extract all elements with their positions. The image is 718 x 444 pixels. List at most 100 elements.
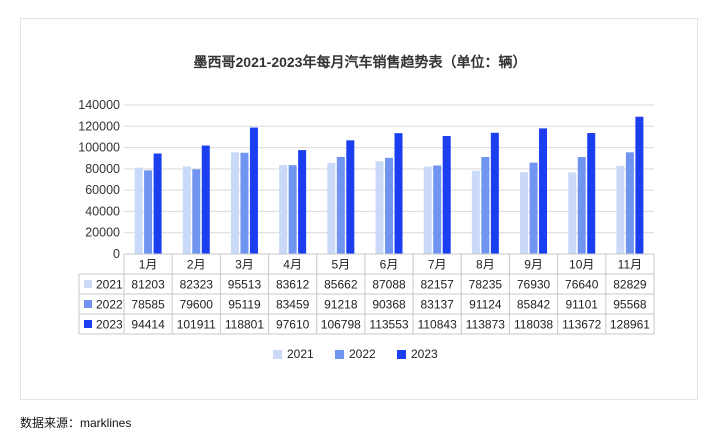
bar-2022-8: [481, 157, 490, 254]
y-tick-label: 0: [113, 247, 120, 261]
table-cell-value: 95119: [228, 298, 261, 312]
x-category-label: 4月: [283, 258, 302, 272]
bar-2021-7: [423, 166, 432, 254]
bar-2023-9: [539, 128, 548, 254]
bar-2021-10: [568, 172, 577, 254]
table-cell-value: 101911: [177, 318, 216, 332]
x-category-label: 1月: [139, 258, 158, 272]
x-category-label: 6月: [380, 258, 399, 272]
bar-2021-3: [230, 152, 239, 254]
y-tick-label: 140000: [78, 98, 120, 112]
table-cell-value: 106798: [321, 318, 361, 332]
bar-2022-2: [192, 169, 201, 254]
legend-swatch-2023: [397, 350, 406, 359]
table-cell-value: 113553: [369, 318, 408, 332]
bar-2022-3: [240, 152, 249, 254]
bar-2021-6: [375, 161, 384, 254]
table-cell-value: 91218: [324, 298, 358, 312]
bar-2023-8: [490, 132, 499, 254]
source-note: 数据来源：marklines: [20, 416, 132, 430]
legend-label: 2021: [287, 347, 314, 361]
bar-2022-9: [529, 162, 538, 254]
bar-2023-7: [442, 136, 451, 254]
bar-2022-11: [625, 152, 634, 254]
x-category-label: 5月: [331, 258, 350, 272]
y-tick-label: 80000: [85, 162, 120, 176]
table-cell-value: 90368: [372, 298, 406, 312]
bar-chart: 0 20000 40000 60000 80000 100000 120000 140000 1…: [78, 98, 655, 361]
bar-2022-5: [336, 156, 345, 254]
series-key-2022: [84, 300, 92, 308]
bar-2023-5: [346, 140, 355, 254]
bar-2021-9: [520, 172, 529, 254]
bar-2021-1: [134, 167, 143, 254]
table-cell-value: 82829: [613, 278, 647, 292]
table-cell-value: 97610: [276, 318, 310, 332]
table-cell-value: 83612: [276, 278, 310, 292]
y-tick-label: 40000: [85, 204, 120, 218]
y-tick-label: 120000: [78, 119, 120, 133]
series-key-2023: [84, 320, 92, 328]
table-cell-value: 85842: [517, 298, 551, 312]
bar-2021-2: [182, 166, 191, 254]
bar-2023-1: [153, 153, 162, 254]
bar-2023-6: [394, 133, 403, 254]
bar-2022-10: [577, 157, 586, 254]
x-category-label: 2月: [187, 258, 206, 272]
table-cell-value: 118038: [514, 318, 553, 332]
table-cell-value: 79600: [180, 298, 214, 312]
table-cell-value: 83459: [276, 298, 310, 312]
x-category-label: 3月: [235, 258, 254, 272]
series-row-label: 2021: [96, 278, 123, 292]
bar-2023-3: [249, 127, 258, 254]
legend-label: 2022: [349, 347, 376, 361]
series-key-2021: [84, 280, 92, 288]
bar-2021-4: [279, 165, 288, 254]
table-cell-value: 78235: [469, 278, 503, 292]
bar-2021-8: [471, 170, 480, 254]
legend-swatch-2022: [335, 350, 344, 359]
bar-2022-4: [288, 165, 297, 254]
table-cell-value: 128961: [610, 318, 650, 332]
table-cell-value: 91124: [469, 298, 502, 312]
y-tick-label: 60000: [85, 183, 120, 197]
bar-2022-6: [385, 157, 393, 254]
bar-2023-4: [298, 150, 307, 254]
legend-label: 2023: [411, 347, 438, 361]
table-cell-value: 95568: [613, 298, 647, 312]
table-cell-value: 113672: [562, 318, 601, 332]
table-cell-value: 81203: [131, 278, 165, 292]
y-tick-label: 100000: [78, 141, 120, 155]
table-cell-value: 118801: [225, 318, 264, 332]
x-category-label: 8月: [476, 258, 495, 272]
x-category-label: 11月: [618, 258, 642, 272]
table-cell-value: 91101: [565, 298, 598, 312]
bar-2023-10: [587, 133, 596, 254]
table-cell-value: 76930: [517, 278, 551, 292]
table-cell-value: 113873: [466, 318, 505, 332]
table-cell-value: 78585: [131, 298, 165, 312]
series-row-label: 2023: [96, 318, 123, 332]
y-tick-label: 20000: [85, 226, 120, 240]
bar-2021-11: [616, 165, 625, 254]
chart-card: 墨西哥2021-2023年每月汽车销售趋势表（单位：辆） 0 20000 40000…: [20, 18, 698, 400]
table-cell-value: 76640: [565, 278, 599, 292]
bar-2023-2: [201, 145, 210, 254]
x-category-label: 9月: [524, 258, 543, 272]
table-cell-value: 82323: [180, 278, 214, 292]
table-cell-value: 85662: [324, 278, 358, 292]
x-category-label: 7月: [428, 258, 447, 272]
chart-title: 墨西哥2021-2023年每月汽车销售趋势表（单位：辆）: [193, 54, 527, 70]
bar-2022-7: [433, 165, 442, 254]
table-cell-value: 94414: [131, 318, 165, 332]
table-cell-value: 95513: [228, 278, 262, 292]
table-cell-value: 82157: [420, 278, 454, 292]
bar-2022-1: [144, 170, 153, 254]
table-cell-value: 87088: [372, 278, 406, 292]
bar-2021-5: [327, 162, 336, 254]
x-category-label: 10月: [569, 258, 594, 272]
table-cell-value: 83137: [420, 298, 454, 312]
series-row-label: 2022: [96, 298, 123, 312]
legend-swatch-2021: [273, 350, 282, 359]
bar-2023-11: [635, 116, 644, 254]
